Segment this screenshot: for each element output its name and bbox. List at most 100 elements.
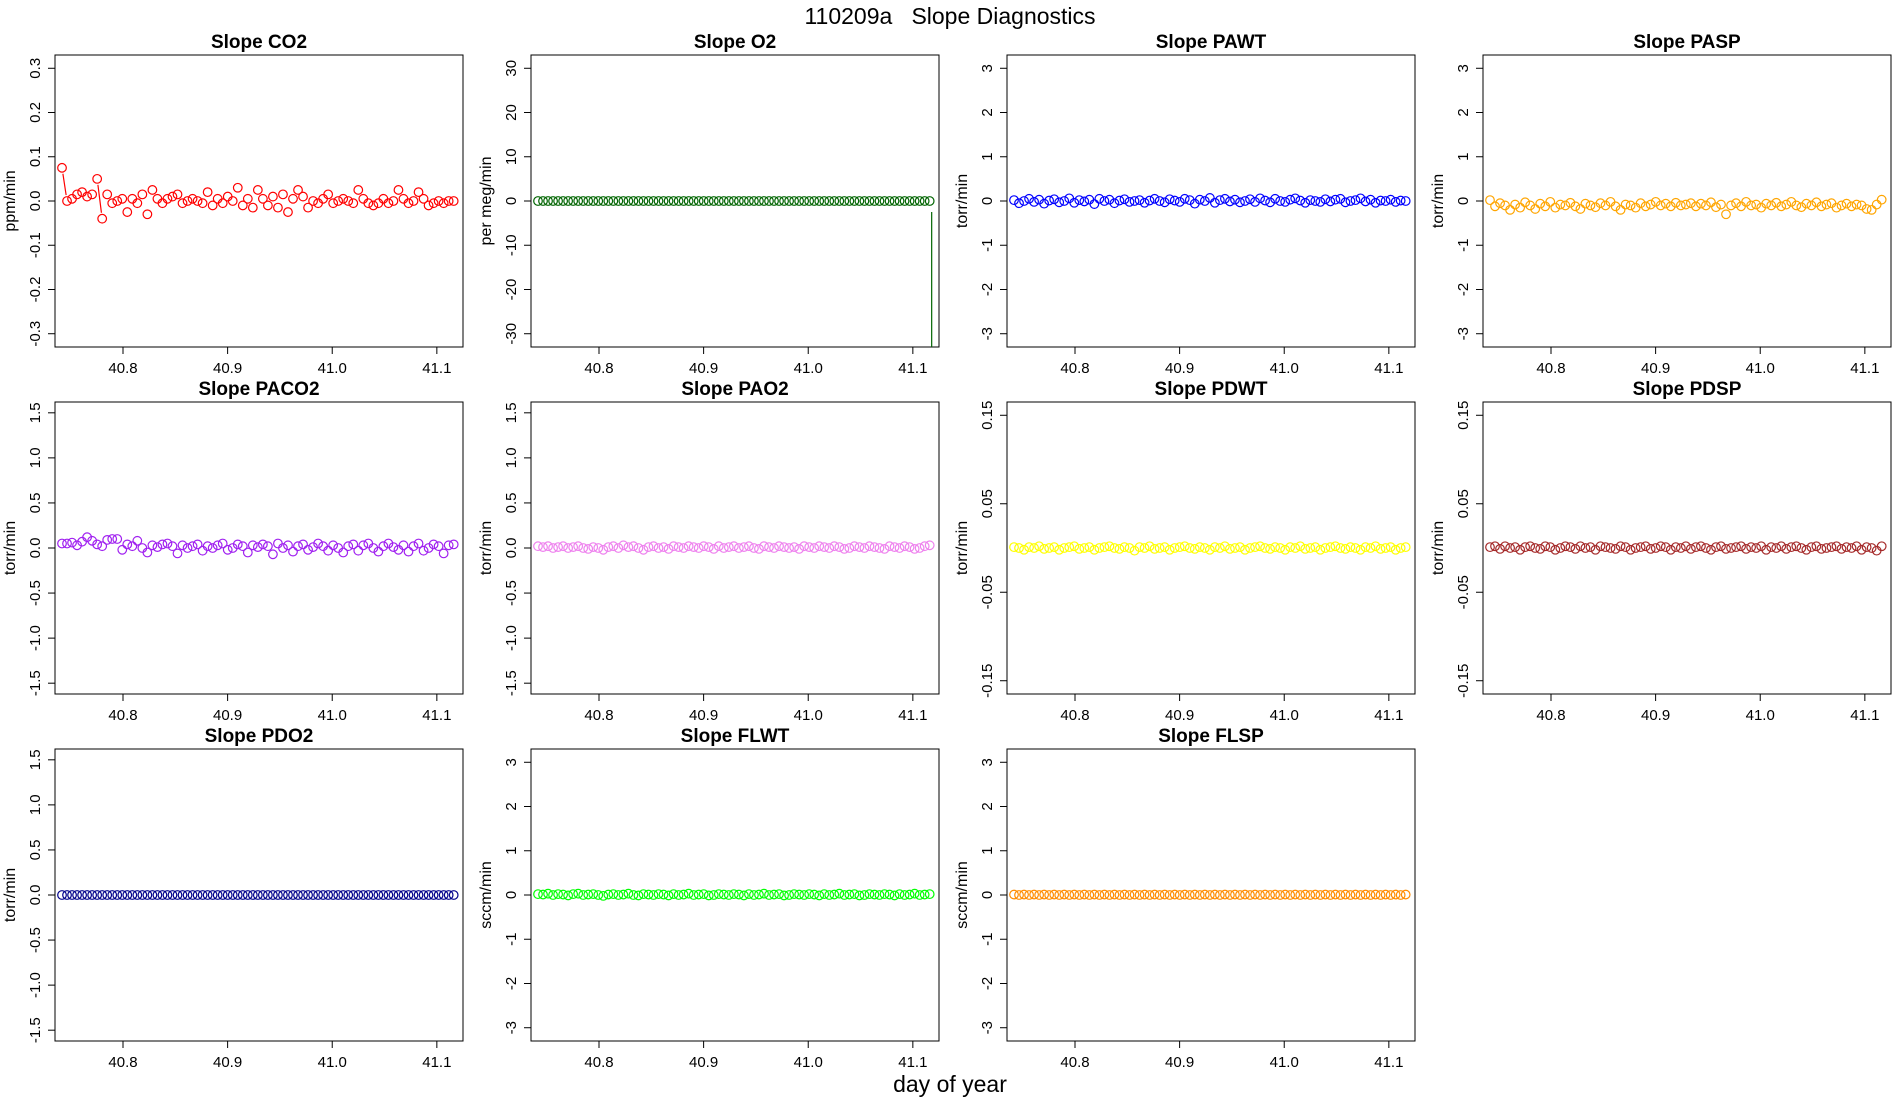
data-point bbox=[1024, 193, 1034, 204]
data-point bbox=[1014, 198, 1024, 209]
data-point bbox=[1094, 543, 1105, 553]
data-point bbox=[162, 890, 173, 900]
y-tick-label: 0 bbox=[1455, 197, 1472, 205]
data-point bbox=[308, 542, 318, 552]
data-point bbox=[1235, 890, 1245, 900]
x-tick-label: 41.0 bbox=[794, 360, 823, 377]
data-point bbox=[1625, 200, 1636, 211]
data-point bbox=[137, 890, 148, 900]
data-point bbox=[1655, 200, 1666, 211]
data-point bbox=[814, 890, 825, 901]
data-point bbox=[1064, 542, 1075, 553]
data-point bbox=[744, 889, 754, 900]
data-point bbox=[323, 890, 334, 900]
x-tick-label: 41.0 bbox=[1270, 360, 1299, 377]
data-point bbox=[1189, 889, 1200, 900]
data-point bbox=[703, 890, 714, 901]
data-point bbox=[1766, 542, 1777, 553]
data-point bbox=[293, 185, 303, 195]
data-point bbox=[799, 196, 810, 206]
data-point bbox=[613, 196, 624, 206]
data-point bbox=[678, 543, 689, 553]
data-point bbox=[703, 196, 714, 206]
data-point bbox=[583, 196, 594, 206]
data-point bbox=[102, 890, 113, 900]
data-point bbox=[789, 542, 800, 552]
data-point bbox=[1345, 196, 1356, 206]
data-point bbox=[1600, 542, 1611, 553]
data-point bbox=[1535, 543, 1546, 554]
data-point bbox=[67, 537, 77, 548]
data-point bbox=[879, 544, 890, 554]
data-point bbox=[443, 890, 454, 900]
data-point bbox=[197, 198, 208, 209]
data-point bbox=[1345, 890, 1356, 900]
data-point bbox=[1650, 543, 1661, 553]
data-point bbox=[728, 541, 739, 552]
data-point bbox=[1665, 201, 1676, 212]
data-point bbox=[268, 549, 278, 560]
data-point bbox=[884, 196, 895, 206]
data-point bbox=[764, 542, 774, 552]
data-point bbox=[543, 541, 553, 552]
data-point bbox=[924, 889, 935, 900]
data-point bbox=[1184, 543, 1195, 553]
data-point bbox=[1154, 890, 1165, 900]
data-point bbox=[62, 538, 72, 549]
data-point bbox=[222, 890, 233, 900]
data-point bbox=[97, 541, 108, 552]
data-point bbox=[598, 544, 609, 555]
data-point bbox=[884, 541, 895, 552]
y-tick-label: 3 bbox=[979, 758, 996, 766]
data-point bbox=[1726, 200, 1736, 211]
data-point bbox=[403, 198, 414, 209]
data-point bbox=[708, 890, 719, 900]
data-point bbox=[1119, 542, 1130, 553]
data-point bbox=[884, 889, 895, 900]
data-point bbox=[1174, 890, 1185, 900]
data-point bbox=[1821, 199, 1832, 210]
x-tick-label: 41.0 bbox=[318, 1054, 347, 1071]
y-tick-label: 2 bbox=[979, 108, 996, 116]
data-point bbox=[1029, 889, 1039, 900]
panel-title: Slope PAWT bbox=[1156, 32, 1267, 53]
data-point bbox=[403, 546, 414, 557]
data-point bbox=[653, 196, 664, 206]
data-point bbox=[603, 196, 614, 206]
data-point bbox=[749, 890, 759, 900]
data-point bbox=[1275, 890, 1286, 900]
data-point bbox=[1220, 193, 1230, 204]
data-point bbox=[167, 890, 178, 900]
data-point bbox=[353, 890, 364, 900]
y-tick-label: -30 bbox=[503, 323, 520, 345]
data-point bbox=[829, 889, 840, 900]
data-point bbox=[418, 545, 429, 556]
data-point bbox=[1265, 890, 1276, 900]
data-point bbox=[1615, 541, 1626, 552]
y-tick-label: 0.0 bbox=[27, 191, 44, 212]
data-point bbox=[1515, 202, 1526, 213]
y-tick-label: -1.0 bbox=[27, 625, 44, 651]
data-point bbox=[147, 185, 158, 195]
data-point bbox=[408, 541, 419, 552]
data-point bbox=[744, 541, 754, 552]
x-tick-label: 40.9 bbox=[213, 707, 242, 724]
data-point bbox=[1079, 543, 1090, 553]
data-point bbox=[1245, 543, 1255, 553]
data-point bbox=[859, 196, 870, 206]
data-point bbox=[398, 540, 409, 551]
data-point bbox=[1716, 199, 1726, 210]
data-point bbox=[553, 196, 563, 206]
data-point bbox=[1675, 543, 1686, 553]
x-tick-label: 41.0 bbox=[794, 1054, 823, 1071]
data-point bbox=[77, 890, 87, 900]
data-point bbox=[112, 890, 123, 900]
data-point bbox=[1099, 542, 1110, 553]
data-point bbox=[147, 540, 158, 551]
data-point bbox=[107, 198, 118, 209]
data-point bbox=[1385, 890, 1396, 900]
data-point bbox=[1575, 204, 1586, 214]
data-point bbox=[1049, 194, 1060, 205]
data-point bbox=[693, 196, 704, 206]
data-point bbox=[1585, 542, 1596, 553]
